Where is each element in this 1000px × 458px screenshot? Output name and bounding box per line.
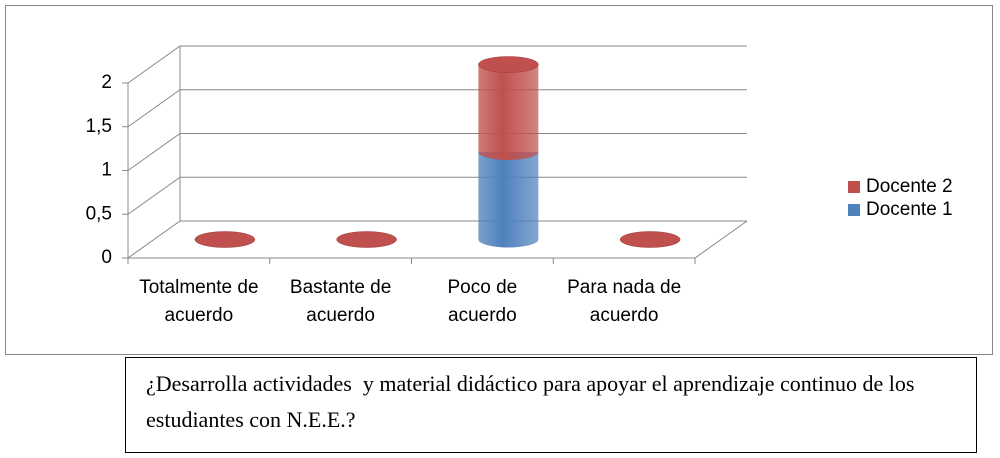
y-tick-label: 1,5 xyxy=(86,116,112,137)
x-tick-label: Para nada de acuerdo xyxy=(567,277,682,326)
bar-top xyxy=(478,56,539,73)
grid-line xyxy=(127,220,747,259)
bar-top xyxy=(619,231,681,248)
x-tick-label: Totalmente de acuerdo xyxy=(139,277,259,326)
legend-swatch xyxy=(848,204,860,216)
legend-swatch xyxy=(848,181,860,193)
bar-segment xyxy=(478,152,539,248)
bar-top xyxy=(194,231,256,248)
legend-label: Docente 2 xyxy=(866,176,953,197)
x-tick-label: Poco de acuerdo xyxy=(447,277,518,326)
bar-segment xyxy=(478,64,539,160)
y-tick-label: 1 xyxy=(101,160,112,181)
caption: ¿Desarrolla actividades y material didác… xyxy=(125,357,977,453)
bar-top xyxy=(336,231,397,248)
y-tick-label: 0 xyxy=(101,247,112,268)
y-tick-label: 2 xyxy=(101,72,112,93)
grid-line xyxy=(127,176,747,215)
x-tick-label: Bastante de acuerdo xyxy=(289,277,392,326)
legend-label: Docente 1 xyxy=(866,199,953,220)
grid-line xyxy=(127,89,747,128)
y-tick-label: 0,5 xyxy=(86,203,112,224)
grid-line xyxy=(127,133,747,171)
grid-line xyxy=(127,45,747,84)
